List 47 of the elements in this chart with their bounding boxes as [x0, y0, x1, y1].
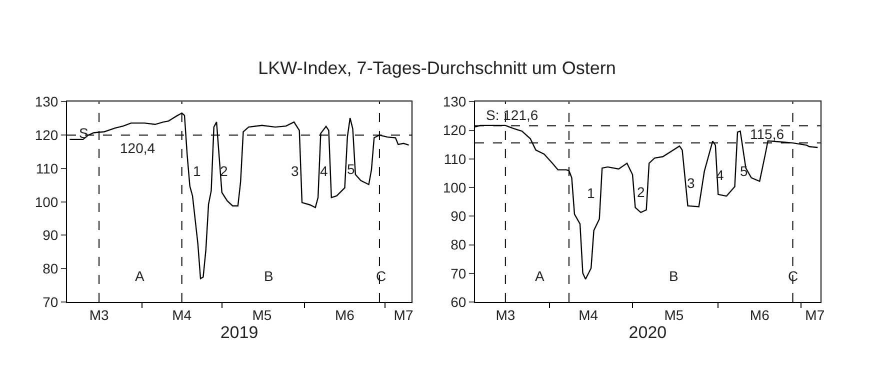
x-tick-label: M5 — [252, 306, 272, 323]
annotation: 4 — [320, 163, 328, 179]
x-tick-label: M5 — [664, 306, 684, 323]
annotation: 5 — [347, 161, 355, 177]
x-tick-label: M3 — [496, 306, 516, 323]
annotation: 120,4 — [120, 140, 156, 156]
y-tick-label: 100 — [442, 179, 466, 196]
y-tick-label: 130 — [34, 94, 58, 110]
x-tick-label: M7 — [805, 306, 825, 323]
x-tick-label: M4 — [172, 306, 192, 323]
y-tick-label: 120 — [34, 126, 58, 143]
annotation: C — [376, 268, 386, 284]
x-tick-label: M6 — [335, 306, 355, 323]
y-tick-label: 110 — [36, 160, 58, 176]
x-tick-label: M7 — [394, 306, 414, 323]
annotation: 1 — [193, 163, 201, 179]
x-axis-title: 2020 — [628, 322, 667, 342]
y-tick-label: 90 — [450, 208, 466, 224]
y-tick-label: 80 — [450, 236, 466, 253]
y-tick-label: 80 — [42, 260, 58, 277]
annotation: B — [669, 268, 678, 284]
annotation: S — [79, 125, 88, 141]
annotation: 3 — [687, 175, 695, 191]
x-tick-label: M3 — [89, 306, 109, 323]
y-tick-label: 120 — [442, 122, 466, 138]
annotation: A — [135, 268, 145, 284]
annotation: 3 — [291, 163, 299, 179]
x-axis-title: 2019 — [220, 322, 258, 342]
y-tick-label: 110 — [444, 150, 466, 167]
y-tick-label: 70 — [450, 265, 466, 282]
annotation: 2 — [637, 184, 645, 200]
annotation: C — [788, 268, 798, 284]
y-tick-label: 100 — [34, 194, 58, 210]
y-tick-label: 60 — [450, 294, 466, 310]
x-tick-label: M4 — [578, 306, 598, 323]
y-tick-label: 90 — [42, 227, 58, 244]
ref-line-label: 115,6 — [750, 126, 784, 142]
annotation: B — [264, 268, 274, 284]
y-tick-label: 130 — [442, 94, 466, 110]
annotation: 5 — [740, 163, 748, 179]
y-tick-label: 70 — [42, 294, 58, 310]
ref-line-label: S: 121,6 — [486, 107, 538, 123]
annotation: 1 — [587, 185, 595, 201]
annotation: 2 — [220, 163, 228, 179]
x-tick-label: M6 — [750, 306, 770, 323]
annotation: A — [535, 268, 545, 284]
chart-title: LKW-Index, 7-Tages-Durchschnitt um Ostern — [258, 58, 616, 78]
